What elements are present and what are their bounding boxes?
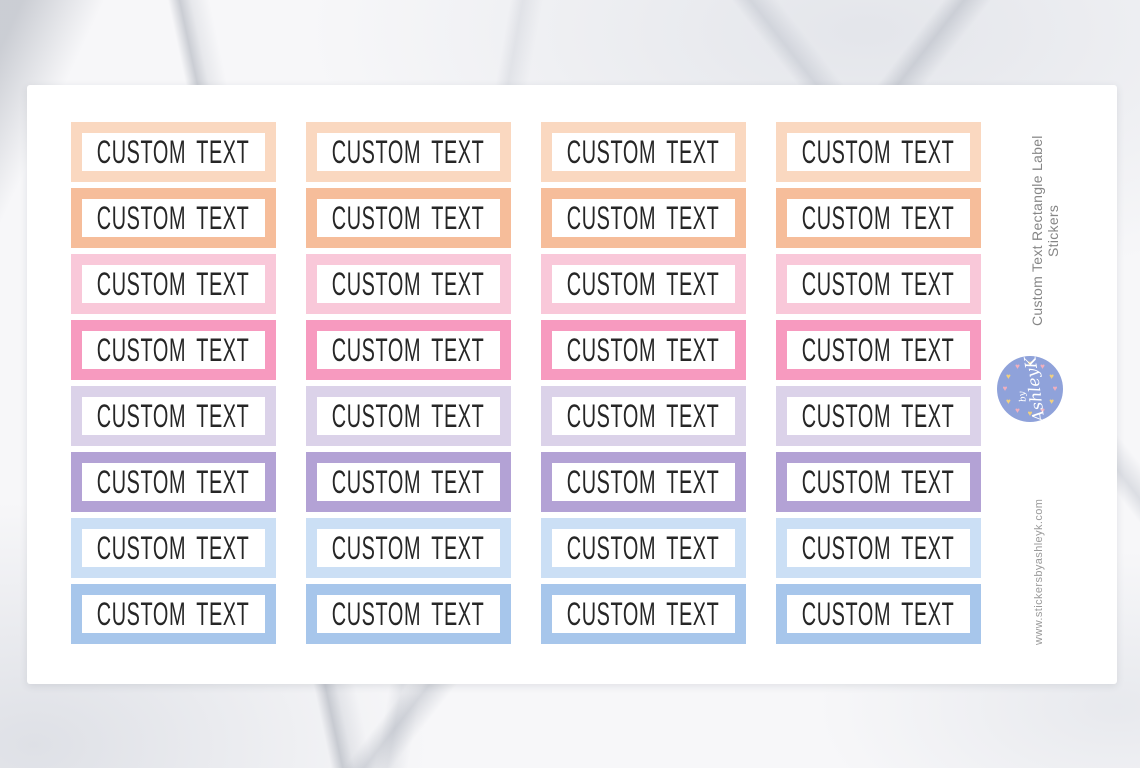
sticker-blue-col1: CUSTOM TEXT [71, 584, 276, 644]
sticker-label: CUSTOM TEXT [802, 529, 955, 567]
sticker-label: CUSTOM TEXT [97, 199, 250, 237]
sticker-label: CUSTOM TEXT [802, 199, 955, 237]
sticker-label: CUSTOM TEXT [97, 397, 250, 435]
sticker-label: CUSTOM TEXT [802, 265, 955, 303]
sticker-label: CUSTOM TEXT [332, 133, 485, 171]
sticker-label: CUSTOM TEXT [332, 331, 485, 369]
sticker-pink-light-col3: CUSTOM TEXT [541, 254, 746, 314]
sticker-label: CUSTOM TEXT [97, 529, 250, 567]
sticker-blue-col4: CUSTOM TEXT [776, 584, 981, 644]
sticker-sheet: CUSTOM TEXT CUSTOM TEXT CUSTOM TEXT CUSTOM … [71, 122, 981, 644]
sticker-label: CUSTOM TEXT [802, 463, 955, 501]
sticker-purple-col2: CUSTOM TEXT [306, 452, 511, 512]
sticker-label: CUSTOM TEXT [567, 265, 720, 303]
sticker-blue-light-col1: CUSTOM TEXT [71, 518, 276, 578]
sticker-label: CUSTOM TEXT [567, 595, 720, 633]
sticker-purple-col3: CUSTOM TEXT [541, 452, 746, 512]
product-title: Custom Text Rectangle Label Stickers [1029, 135, 1061, 327]
heart-icon: ♥ [1049, 396, 1055, 406]
sticker-peach-light-col1: CUSTOM TEXT [71, 122, 276, 182]
sticker-label: CUSTOM TEXT [567, 199, 720, 237]
logo-name-text: AshleyK [1020, 355, 1048, 423]
sticker-blue-light-col4: CUSTOM TEXT [776, 518, 981, 578]
sticker-peach-col3: CUSTOM TEXT [541, 188, 746, 248]
sticker-label: CUSTOM TEXT [567, 463, 720, 501]
sticker-peach-col1: CUSTOM TEXT [71, 188, 276, 248]
sticker-peach-light-col2: CUSTOM TEXT [306, 122, 511, 182]
sticker-peach-col2: CUSTOM TEXT [306, 188, 511, 248]
sticker-label: CUSTOM TEXT [332, 463, 485, 501]
heart-icon: ♥ [1027, 409, 1033, 418]
sticker-peach-light-col4: CUSTOM TEXT [776, 122, 981, 182]
sticker-label: CUSTOM TEXT [332, 199, 485, 237]
sticker-pink-col2: CUSTOM TEXT [306, 320, 511, 380]
sticker-label: CUSTOM TEXT [332, 595, 485, 633]
sticker-blue-col2: CUSTOM TEXT [306, 584, 511, 644]
heart-icon: ♥ [1040, 362, 1045, 372]
sticker-lavender-light-col1: CUSTOM TEXT [71, 386, 276, 446]
sticker-pink-col3: CUSTOM TEXT [541, 320, 746, 380]
website-url: www.stickersbyashleyk.com [1033, 498, 1045, 645]
sticker-purple-col4: CUSTOM TEXT [776, 452, 981, 512]
sticker-label: CUSTOM TEXT [97, 265, 250, 303]
sticker-blue-light-col2: CUSTOM TEXT [306, 518, 511, 578]
sticker-label: CUSTOM TEXT [802, 331, 955, 369]
sticker-label: CUSTOM TEXT [332, 265, 485, 303]
sticker-blue-light-col3: CUSTOM TEXT [541, 518, 746, 578]
sticker-pink-col4: CUSTOM TEXT [776, 320, 981, 380]
heart-icon: ♥ [1052, 384, 1058, 393]
sticker-label: CUSTOM TEXT [97, 463, 250, 501]
ashleyk-logo-badge: ♥ ♥ ♥ ♥ ♥ ♥ ♥ ♥ ♥ ♥ ♥ ♥ by AshleyK [997, 355, 1063, 423]
sticker-blue-col3: CUSTOM TEXT [541, 584, 746, 644]
sticker-lavender-light-col4: CUSTOM TEXT [776, 386, 981, 446]
sticker-pink-light-col4: CUSTOM TEXT [776, 254, 981, 314]
sticker-label: CUSTOM TEXT [567, 529, 720, 567]
heart-icon: ♥ [1027, 359, 1033, 368]
heart-icon: ♥ [1002, 384, 1008, 393]
sticker-pink-light-col1: CUSTOM TEXT [71, 254, 276, 314]
sticker-peach-light-col3: CUSTOM TEXT [541, 122, 746, 182]
sticker-label: CUSTOM TEXT [332, 529, 485, 567]
sticker-lavender-light-col3: CUSTOM TEXT [541, 386, 746, 446]
logo-script-text: by AshleyK [997, 355, 1063, 423]
sticker-label: CUSTOM TEXT [802, 397, 955, 435]
sticker-label: CUSTOM TEXT [97, 595, 250, 633]
heart-icon: ♥ [1040, 405, 1045, 415]
sticker-label: CUSTOM TEXT [567, 331, 720, 369]
heart-icon: ♥ [1049, 371, 1055, 381]
sticker-purple-col1: CUSTOM TEXT [71, 452, 276, 512]
sticker-peach-col4: CUSTOM TEXT [776, 188, 981, 248]
heart-icon: ♥ [1005, 396, 1011, 406]
sticker-label: CUSTOM TEXT [97, 331, 250, 369]
sticker-label: CUSTOM TEXT [567, 397, 720, 435]
sticker-label: CUSTOM TEXT [802, 595, 955, 633]
heart-icon: ♥ [1005, 371, 1011, 381]
sticker-label: CUSTOM TEXT [97, 133, 250, 171]
sticker-pink-light-col2: CUSTOM TEXT [306, 254, 511, 314]
sticker-pink-col1: CUSTOM TEXT [71, 320, 276, 380]
sticker-label: CUSTOM TEXT [802, 133, 955, 171]
sticker-sheet-card: CUSTOM TEXT CUSTOM TEXT CUSTOM TEXT CUSTOM … [27, 85, 1117, 684]
sticker-label: CUSTOM TEXT [332, 397, 485, 435]
heart-icon: ♥ [1015, 405, 1020, 415]
sticker-label: CUSTOM TEXT [567, 133, 720, 171]
heart-icon: ♥ [1015, 362, 1020, 372]
sticker-lavender-light-col2: CUSTOM TEXT [306, 386, 511, 446]
